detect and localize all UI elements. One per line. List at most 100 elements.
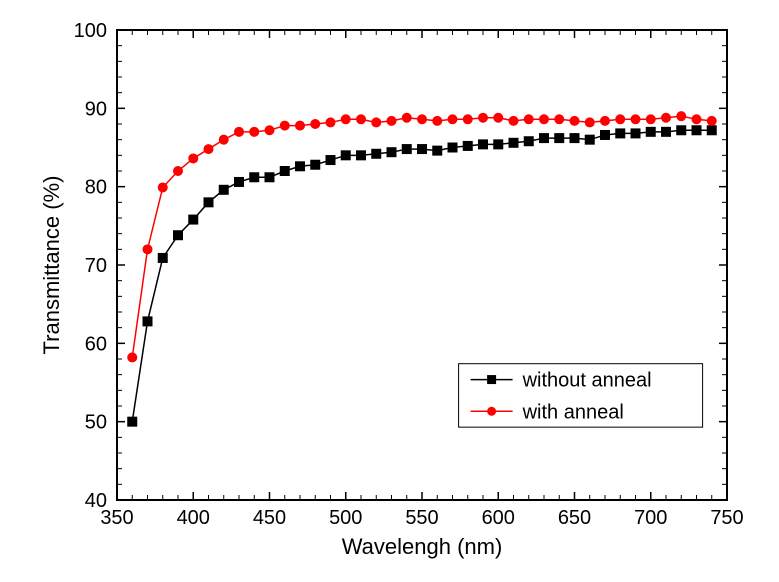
marker — [280, 167, 289, 176]
x-tick-label: 750 — [710, 507, 743, 529]
marker — [387, 148, 396, 157]
x-tick-label: 400 — [177, 507, 210, 529]
marker — [448, 143, 457, 152]
marker — [677, 126, 686, 135]
marker — [601, 116, 610, 125]
marker — [128, 353, 137, 362]
marker — [387, 116, 396, 125]
marker — [463, 115, 472, 124]
marker — [204, 145, 213, 154]
x-tick-label: 650 — [558, 507, 591, 529]
marker — [646, 115, 655, 124]
marker — [601, 130, 610, 139]
marker — [204, 198, 213, 207]
marker — [265, 173, 274, 182]
marker — [296, 162, 305, 171]
x-tick-label: 450 — [253, 507, 286, 529]
marker — [219, 135, 228, 144]
marker — [662, 127, 671, 136]
marker — [555, 115, 564, 124]
marker — [235, 127, 244, 136]
marker — [418, 115, 427, 124]
y-tick-label: 80 — [85, 177, 107, 199]
y-tick-label: 70 — [85, 255, 107, 277]
marker — [570, 116, 579, 125]
marker — [296, 121, 305, 130]
marker — [631, 115, 640, 124]
marker — [540, 115, 549, 124]
marker — [235, 177, 244, 186]
legend-marker — [487, 407, 496, 416]
transmittance-chart: 3504004505005506006507007504050607080901… — [0, 0, 779, 582]
marker — [494, 113, 503, 122]
marker — [372, 118, 381, 127]
y-tick-label: 50 — [85, 412, 107, 434]
marker — [250, 173, 259, 182]
marker — [265, 126, 274, 135]
marker — [463, 141, 472, 150]
marker — [692, 126, 701, 135]
legend-label: without anneal — [522, 370, 652, 392]
chart-container: 3504004505005506006507007504050607080901… — [0, 0, 779, 582]
marker — [326, 118, 335, 127]
marker — [631, 129, 640, 138]
marker — [616, 129, 625, 138]
marker — [433, 116, 442, 125]
marker — [555, 134, 564, 143]
marker — [402, 113, 411, 122]
marker — [174, 231, 183, 240]
marker — [433, 146, 442, 155]
marker — [189, 154, 198, 163]
marker — [494, 140, 503, 149]
marker — [662, 113, 671, 122]
legend: without anneal with anneal — [459, 364, 703, 427]
marker — [707, 116, 716, 125]
marker — [677, 112, 686, 121]
marker — [372, 149, 381, 158]
y-axis-label: Transmittance (%) — [39, 176, 64, 355]
marker — [174, 167, 183, 176]
x-tick-label: 600 — [482, 507, 515, 529]
marker — [402, 145, 411, 154]
marker — [585, 135, 594, 144]
marker — [128, 417, 137, 426]
x-tick-label: 700 — [634, 507, 667, 529]
marker — [311, 120, 320, 129]
marker — [479, 113, 488, 122]
marker — [341, 115, 350, 124]
marker — [418, 145, 427, 154]
marker — [646, 127, 655, 136]
marker — [524, 115, 533, 124]
marker — [707, 126, 716, 135]
marker — [509, 138, 518, 147]
marker — [479, 140, 488, 149]
marker — [219, 185, 228, 194]
marker — [357, 115, 366, 124]
marker — [692, 115, 701, 124]
marker — [570, 134, 579, 143]
y-tick-label: 100 — [74, 20, 107, 42]
marker — [341, 151, 350, 160]
marker — [326, 156, 335, 165]
marker — [158, 253, 167, 262]
marker — [189, 215, 198, 224]
legend-label: with anneal — [522, 401, 624, 423]
y-tick-label: 90 — [85, 98, 107, 120]
marker — [585, 118, 594, 127]
marker — [448, 115, 457, 124]
marker — [357, 151, 366, 160]
x-tick-label: 500 — [329, 507, 362, 529]
marker — [311, 160, 320, 169]
marker — [509, 116, 518, 125]
marker — [143, 317, 152, 326]
marker — [158, 183, 167, 192]
marker — [540, 134, 549, 143]
marker — [250, 127, 259, 136]
legend-marker — [487, 375, 496, 384]
marker — [280, 121, 289, 130]
x-tick-label: 550 — [405, 507, 438, 529]
marker — [143, 245, 152, 254]
marker — [524, 137, 533, 146]
y-tick-label: 60 — [85, 333, 107, 355]
marker — [616, 115, 625, 124]
